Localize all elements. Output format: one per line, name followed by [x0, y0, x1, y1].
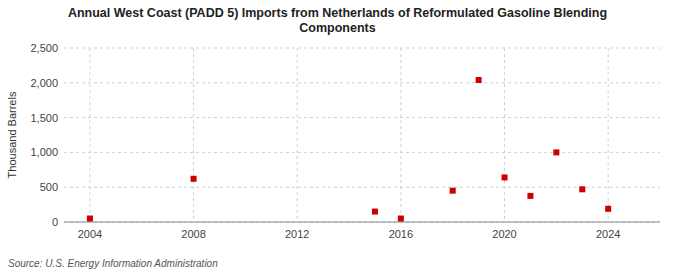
chart-container: Annual West Coast (PADD 5) Imports from … — [0, 0, 675, 275]
ticks: 0 500 1,000 1,500 2,000 2,500 2004 2008 2012 2016… — [30, 42, 620, 240]
x-grid-line — [193, 48, 194, 222]
x-tick-label: 2008 — [181, 228, 205, 240]
y-grid-line — [64, 222, 660, 223]
y-grid-line — [64, 152, 660, 153]
x-grid-line — [89, 48, 90, 222]
x-tick-label: 2004 — [78, 228, 102, 240]
x-tick-label: 2024 — [596, 228, 620, 240]
y-tick-label: 2,500 — [30, 42, 58, 54]
point — [553, 149, 559, 155]
title: Annual West Coast (PADD 5) Imports from … — [68, 6, 607, 35]
grid — [64, 48, 660, 222]
point — [527, 193, 533, 199]
x-axis-line — [64, 222, 660, 223]
point — [450, 188, 456, 194]
point — [579, 186, 585, 192]
point — [502, 174, 508, 180]
x-grid-line — [608, 48, 609, 222]
y-axis-label: Thousand Barrels — [6, 91, 18, 178]
y-tick-label: 1,000 — [30, 146, 58, 158]
y-grid-line — [64, 48, 660, 49]
point — [372, 209, 378, 215]
y-grid-line — [64, 117, 660, 118]
point — [605, 206, 611, 212]
chart-svg: Annual West Coast (PADD 5) Imports from … — [0, 0, 675, 275]
point — [476, 77, 482, 83]
y-tick-label: 0 — [52, 216, 58, 228]
y-grid-line — [64, 82, 660, 83]
x-grid-line — [504, 48, 505, 222]
y-grid-line — [64, 187, 660, 188]
x-grid-line — [400, 48, 401, 222]
y-tick-label: 1,500 — [30, 112, 58, 124]
y-tick-label: 500 — [40, 181, 58, 193]
point — [87, 216, 93, 222]
x-grid-line — [297, 48, 298, 222]
point — [398, 216, 404, 222]
x-tick-label: 2012 — [285, 228, 309, 240]
y-tick-label: 2,000 — [30, 77, 58, 89]
point — [191, 176, 197, 182]
source-note: Source: U.S. Energy Information Administ… — [8, 258, 218, 269]
x-tick-label: 2020 — [492, 228, 516, 240]
points — [87, 77, 611, 222]
x-tick-label: 2016 — [389, 228, 413, 240]
